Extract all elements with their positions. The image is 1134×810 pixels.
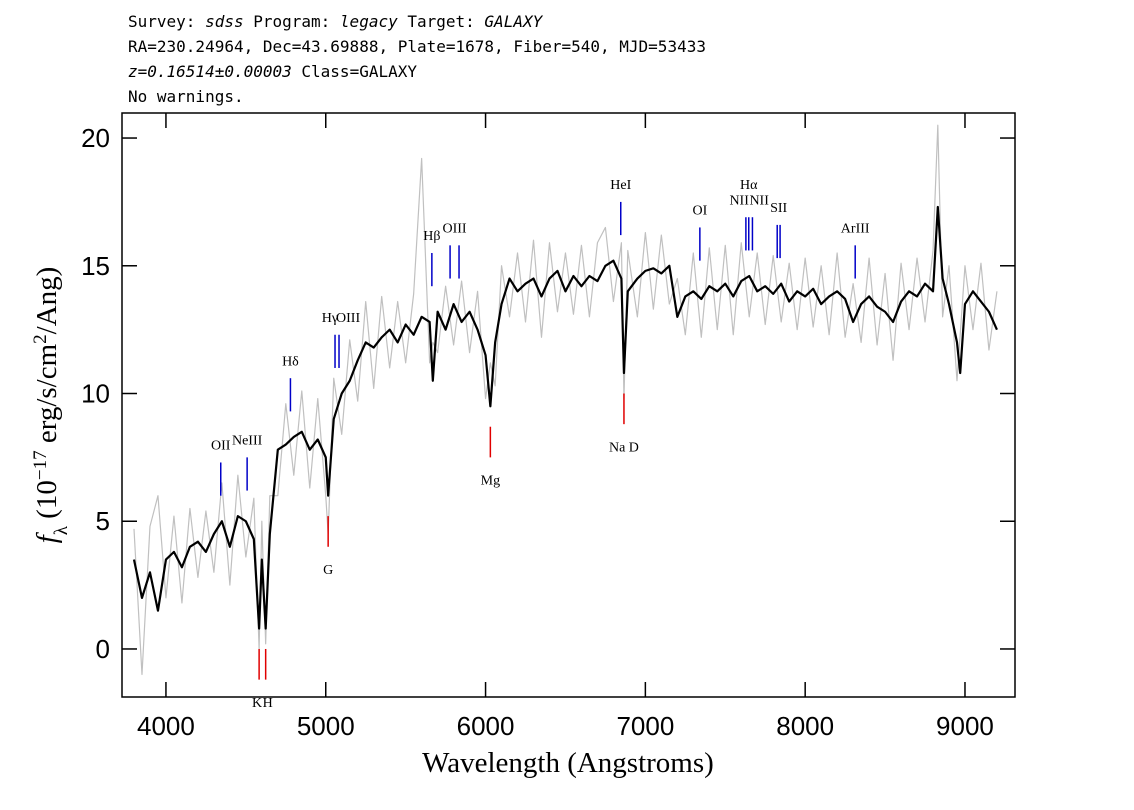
y-axis-label-part: /Ang): [31, 267, 63, 335]
line-label: Mg: [481, 474, 500, 489]
line-label: Hα: [740, 178, 758, 193]
x-tick-label: 5000: [297, 711, 355, 741]
header-text: Survey:: [128, 12, 205, 31]
line-label: OI: [692, 204, 707, 219]
header-text: GALAXY: [484, 12, 543, 31]
line-label: SII: [770, 201, 787, 216]
y-tick-label: 0: [96, 634, 110, 664]
spectrum-line: [132, 205, 998, 630]
header-line: RA=230.24964, Dec=43.69888, Plate=1678, …: [128, 37, 706, 56]
header-text: legacy: [340, 12, 398, 31]
x-tick-label: 4000: [137, 711, 195, 741]
line-label: G: [323, 563, 333, 578]
header-text: sdss: [205, 12, 244, 31]
line-label: OIII: [443, 222, 467, 237]
line-label: HeI: [610, 178, 631, 193]
line-label: ArIII: [841, 222, 870, 237]
line-label: K: [252, 696, 262, 711]
line-label: NeIII: [232, 434, 263, 449]
y-axis-label-part: −17: [30, 450, 51, 480]
header-text: Target:: [398, 12, 485, 31]
y-tick-label: 20: [81, 123, 110, 153]
y-axis-label: fλ (10−17 erg/s/cm2/Ang): [30, 267, 72, 544]
y-tick-label: 15: [81, 251, 110, 281]
plot-frame: [121, 112, 1016, 698]
line-label: Hγ: [322, 311, 338, 326]
y-tick-label: 10: [81, 379, 110, 409]
line-label: Hδ: [282, 354, 299, 369]
header-line: Survey: sdss Program: legacy Target: GAL…: [128, 12, 544, 31]
y-axis-label-part: erg/s/cm: [31, 343, 63, 450]
y-axis-label-part: 2: [30, 334, 51, 344]
header-text: Class=GALAXY: [292, 62, 418, 81]
line-label: OII: [211, 439, 231, 454]
line-label: OIII: [336, 311, 360, 326]
header-text: z=0.16514±0.00003: [128, 62, 292, 81]
line-label: NII: [729, 193, 749, 208]
y-tick-label: 5: [96, 506, 110, 536]
x-tick-label: 6000: [457, 711, 515, 741]
x-tick-label: 7000: [616, 711, 674, 741]
header-text: No warnings.: [128, 87, 244, 106]
header-text: Program:: [244, 12, 340, 31]
x-tick-label: 8000: [776, 711, 834, 741]
header-line: z=0.16514±0.00003 Class=GALAXY: [128, 62, 417, 81]
x-axis-label: Wavelength (Angstroms): [422, 747, 714, 779]
y-axis-label-part: (10: [31, 480, 63, 526]
line-label: Na D: [609, 440, 639, 455]
line-label: NII: [749, 193, 769, 208]
header-text: RA=230.24964, Dec=43.69888, Plate=1678, …: [128, 37, 706, 56]
plot-area: [132, 124, 998, 680]
x-tick-label: 9000: [936, 711, 994, 741]
line-label: Hβ: [423, 229, 440, 244]
header-line: No warnings.: [128, 87, 244, 106]
y-axis-label-part: λ: [51, 525, 72, 535]
line-label: H: [263, 696, 273, 711]
